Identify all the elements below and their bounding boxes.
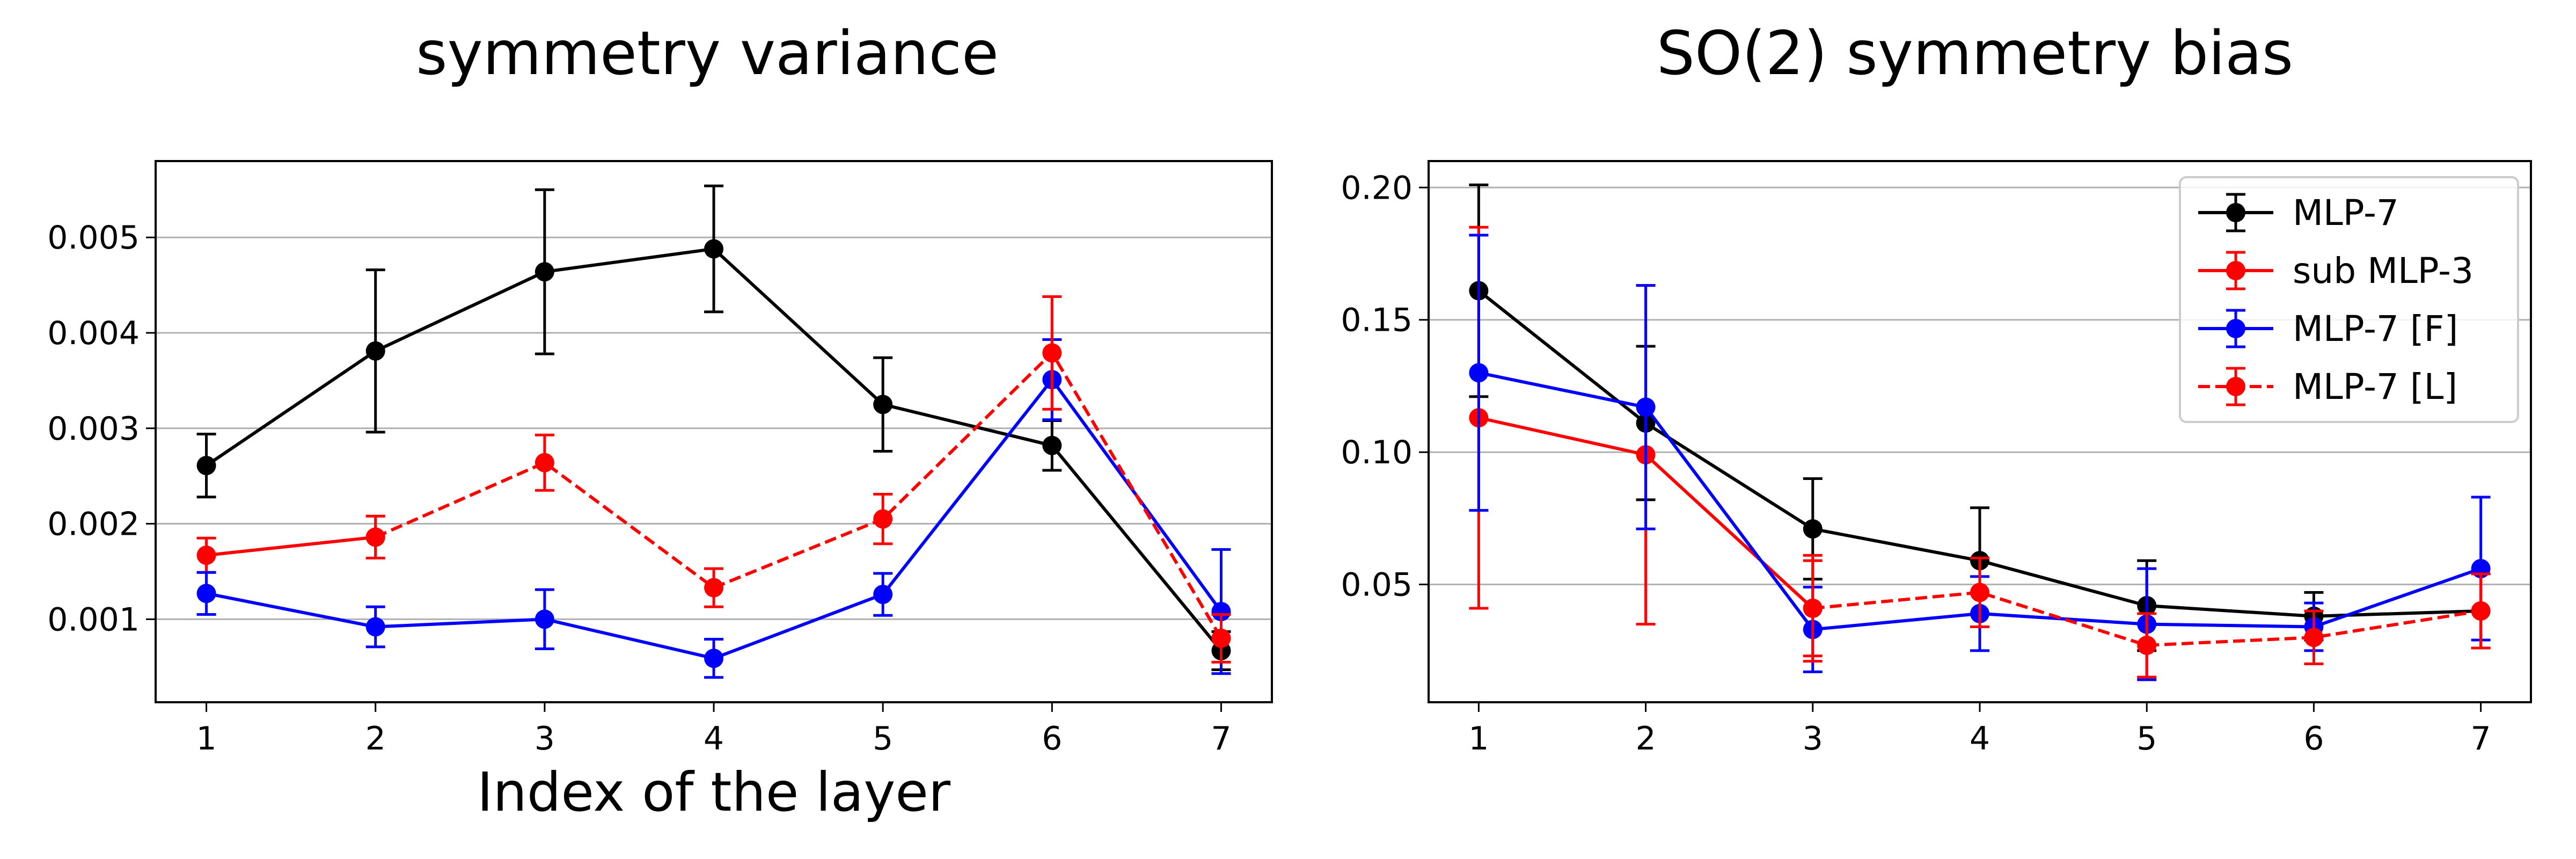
- data-point: [365, 617, 385, 637]
- x-tick-label: 5: [2136, 720, 2157, 758]
- data-point: [704, 578, 723, 598]
- x-tick-label: 2: [365, 720, 386, 758]
- legend-label: sub MLP-3: [2293, 250, 2473, 292]
- data-point: [2304, 628, 2324, 647]
- legend-item: MLP-7 [L]: [2198, 366, 2457, 407]
- plot-frame: [1428, 160, 2532, 703]
- y-tick-label: 0.20: [1341, 169, 1413, 207]
- legend-label: MLP-7: [2293, 192, 2399, 234]
- chart-title: symmetry variance: [416, 19, 999, 89]
- series-mlp-7-l: [365, 295, 1231, 664]
- x-tick-label: 6: [1042, 720, 1062, 758]
- y-tick-label: 0.10: [1341, 434, 1413, 471]
- y-tick-label: 0.15: [1341, 302, 1413, 339]
- data-point: [1970, 583, 1989, 602]
- series-sub-mlp-3: [196, 514, 385, 574]
- x-axis-label: Index of the layer: [477, 761, 951, 824]
- legend-label: MLP-7 [F]: [2293, 308, 2458, 350]
- symmetry-variance-chart: symmetry variance 0.001 0.002 0.003 0.004 0.…: [47, 19, 1273, 824]
- data-point: [196, 584, 216, 603]
- data-point: [1211, 602, 1231, 622]
- data-point: [1469, 363, 1489, 383]
- data-point: [2471, 601, 2491, 621]
- data-point: [1636, 397, 1656, 417]
- data-point: [535, 453, 554, 472]
- series-line: [206, 378, 1223, 660]
- legend-label: MLP-7 [L]: [2293, 366, 2457, 407]
- data-point: [704, 239, 723, 259]
- data-point: [196, 456, 216, 476]
- y-tick-label: 0.001: [47, 601, 140, 638]
- series-line: [375, 351, 1223, 639]
- y-tick-label: 0.002: [47, 506, 140, 543]
- chart-title: SO(2) symmetry bias: [1657, 19, 2293, 89]
- x-tick-label: 7: [2471, 720, 2491, 758]
- x-tick-label: 5: [873, 720, 893, 758]
- data-point: [1042, 435, 1062, 455]
- data-point: [2137, 636, 2157, 656]
- series-line: [1812, 591, 2482, 647]
- x-tick-label: 6: [2303, 720, 2324, 758]
- so2-symmetry-bias-chart: SO(2) symmetry bias 0.05 0.10 0.15 0.20 1 2 3 4…: [1341, 19, 2532, 758]
- data-point: [1042, 343, 1062, 363]
- data-point: [535, 262, 554, 282]
- data-point: [873, 509, 893, 529]
- data-point: [1803, 519, 1823, 539]
- y-tick-label: 0.005: [47, 219, 140, 257]
- data-point: [704, 649, 723, 668]
- x-tick-label: 2: [1635, 720, 1656, 758]
- legend-item: sub MLP-3: [2198, 250, 2473, 292]
- y-tick-label: 0.004: [47, 315, 140, 352]
- x-tick-label: 4: [704, 720, 724, 758]
- x-tick-label: 3: [1803, 720, 1823, 758]
- legend: MLP-7 sub MLP-3 MLP-7 [F] MLP-7 [L]: [2179, 176, 2519, 423]
- legend-item: MLP-7 [F]: [2198, 308, 2458, 350]
- x-tick-label: 1: [1468, 720, 1489, 758]
- y-tick-label: 0.003: [47, 410, 140, 448]
- legend-item: MLP-7: [2198, 192, 2399, 234]
- x-tick-label: 7: [1211, 720, 1231, 758]
- plot-frame: [155, 160, 1273, 703]
- data-point: [873, 395, 893, 414]
- data-point: [365, 341, 385, 361]
- data-point: [196, 545, 216, 565]
- x-tick-label: 1: [196, 720, 216, 758]
- legend-frame: [2179, 176, 2519, 423]
- x-tick-label: 3: [535, 720, 555, 758]
- data-point: [1211, 628, 1231, 648]
- series-mlp-7-l: [1803, 554, 2491, 679]
- data-point: [365, 527, 385, 547]
- series-line: [206, 535, 376, 557]
- data-point: [535, 609, 554, 629]
- x-tick-label: 4: [1970, 720, 1990, 758]
- y-tick-label: 0.05: [1341, 566, 1413, 604]
- data-point: [873, 585, 893, 605]
- data-point: [1803, 599, 1823, 618]
